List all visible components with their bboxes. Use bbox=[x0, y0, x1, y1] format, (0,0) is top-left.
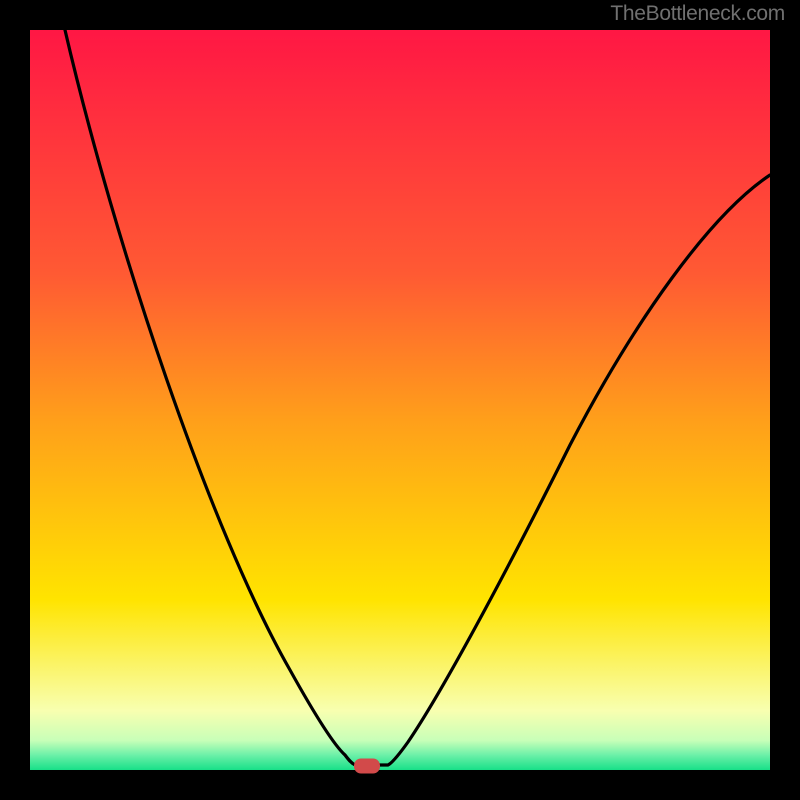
optimal-point-marker bbox=[354, 759, 380, 774]
curve-path bbox=[65, 30, 770, 765]
plot-area bbox=[30, 30, 770, 770]
watermark-label: TheBottleneck.com bbox=[610, 2, 785, 26]
bottleneck-curve bbox=[30, 30, 770, 770]
chart-container: TheBottleneck.com bbox=[0, 0, 800, 800]
